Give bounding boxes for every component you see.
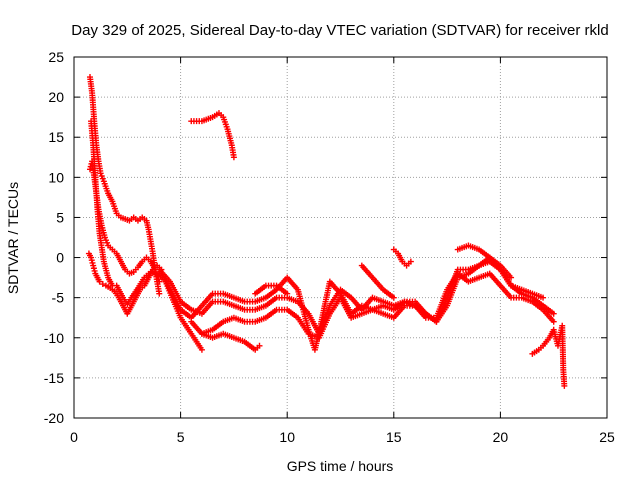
series-pass-6 <box>156 258 557 337</box>
y-tick-label: 10 <box>48 169 64 185</box>
data-point <box>198 346 205 353</box>
data-point <box>96 278 103 285</box>
axis-ticks: 0 5 10 15 20 25 25 20 15 10 5 0 -5 -10 -15 -20 <box>44 49 615 445</box>
y-tick-label: 15 <box>48 129 64 145</box>
series-pass-5 <box>156 270 557 353</box>
y-tick-label: 0 <box>56 250 64 266</box>
series-pass-7 <box>188 254 547 341</box>
x-tick-label: 15 <box>386 429 402 445</box>
series-pass-13 <box>454 242 515 281</box>
series-pass-12 <box>390 246 414 269</box>
y-tick-label: -15 <box>44 370 64 386</box>
series-pass-14 <box>529 322 568 389</box>
data-point <box>540 294 547 301</box>
grid-lines <box>74 57 607 418</box>
x-tick-label: 5 <box>177 429 185 445</box>
data-point <box>156 290 163 297</box>
data-point <box>390 294 397 301</box>
plot-frame <box>73 56 608 419</box>
data-point <box>508 274 515 281</box>
x-tick-label: 10 <box>279 429 295 445</box>
series-pass-11 <box>358 262 397 301</box>
y-tick-label: 5 <box>56 209 64 225</box>
data-point <box>550 310 557 317</box>
data-point <box>561 382 568 389</box>
series-pass-9 <box>252 282 291 297</box>
x-tick-label: 20 <box>493 429 509 445</box>
data-point <box>230 154 237 161</box>
series-pass-10 <box>188 110 237 161</box>
x-tick-label: 0 <box>70 429 78 445</box>
data-point <box>156 278 163 285</box>
data-point <box>284 290 291 297</box>
chart-title: Day 329 of 2025, Sidereal Day-to-day VTE… <box>71 22 608 39</box>
y-tick-label: -20 <box>44 410 64 426</box>
x-axis-label: GPS time / hours <box>287 458 394 474</box>
data-point <box>256 342 263 349</box>
data-point <box>550 318 557 325</box>
y-tick-label: 20 <box>48 89 64 105</box>
data-points <box>85 74 568 389</box>
y-tick-label: -10 <box>44 330 64 346</box>
y-tick-label: -5 <box>52 290 65 306</box>
data-point <box>407 258 414 265</box>
data-point <box>99 281 106 288</box>
y-axis-label: SDTVAR / TECUs <box>5 182 21 294</box>
y-tick-label: 25 <box>48 49 64 65</box>
x-tick-label: 25 <box>599 429 615 445</box>
series-pass-8 <box>198 330 263 353</box>
